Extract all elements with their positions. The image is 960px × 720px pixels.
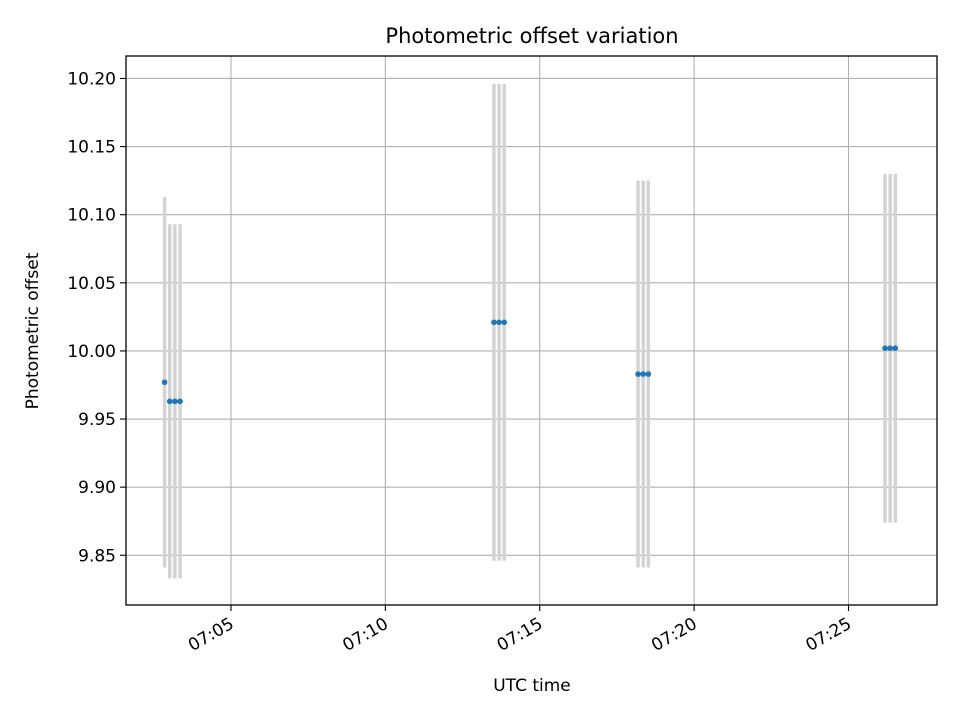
error-bars [162,83,898,579]
data-point [501,319,508,326]
y-tick-label: 9.95 [78,410,116,430]
x-tick-label: 07:20 [648,614,700,656]
data-point [161,379,168,386]
y-tick-label: 9.90 [78,478,116,498]
data-point [496,319,502,326]
grid [126,56,937,605]
data-point [640,371,646,377]
x-tick-label: 07:15 [494,614,546,656]
y-tick-label: 10.00 [67,342,116,362]
data-point [177,398,183,405]
data-point [172,398,178,405]
x-axis-ticks: 07:05 07:10 07:15 07:20 07:25 [185,605,855,656]
data-point [635,371,641,377]
y-tick-label: 10.05 [67,274,116,294]
data-point [491,319,497,326]
data-point [166,398,173,405]
x-tick-label: 07:10 [339,614,391,656]
y-axis-title: Photometric offset [23,252,43,409]
y-tick-label: 10.20 [67,69,116,89]
data-point [892,345,899,352]
data-point [887,345,893,352]
chart-title: Photometric offset variation [385,24,678,48]
x-tick-label: 07:05 [185,614,237,656]
y-tick-label: 10.10 [67,206,116,226]
x-tick-label: 07:25 [803,614,855,656]
y-axis-ticks: 9.85 9.90 9.95 10.00 10.05 10.10 10.15 10.20 [67,69,126,566]
y-tick-label: 9.85 [78,546,116,566]
data-point [882,345,888,352]
data-point [645,371,652,377]
data-points [161,319,899,405]
x-axis-title: UTC time [493,676,571,696]
plot-area-frame [125,55,938,606]
y-tick-label: 10.15 [67,138,116,158]
